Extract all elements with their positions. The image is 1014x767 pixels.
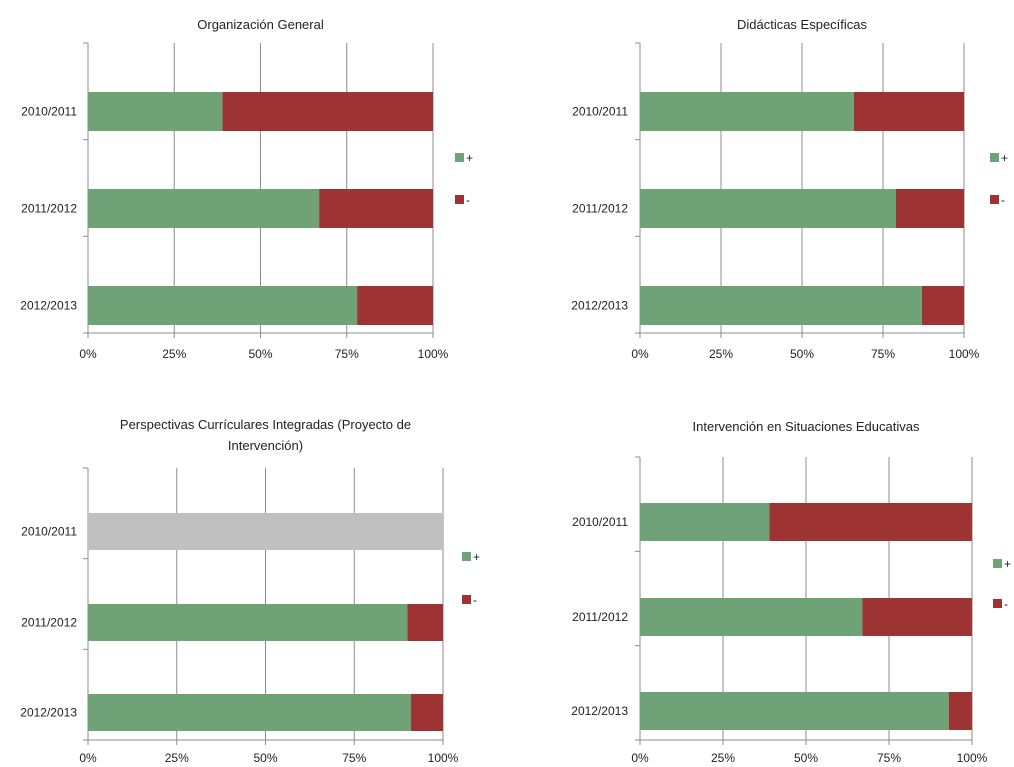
legend-negative-swatch	[990, 195, 999, 204]
x-tick-label: 0%	[79, 347, 97, 361]
chart-title: Didácticas Específicas	[737, 17, 868, 32]
bar-positive	[640, 503, 770, 541]
bar-negative	[921, 286, 964, 325]
bar-positive	[88, 604, 408, 641]
chart-title: Intervención)	[228, 438, 303, 453]
x-tick-label: 50%	[790, 347, 814, 361]
legend-positive-label: +	[473, 550, 480, 564]
legend-positive-label: +	[466, 151, 473, 165]
legend-negative-swatch	[462, 595, 471, 604]
chart-title: Organización General	[197, 17, 324, 32]
x-tick-label: 75%	[877, 751, 901, 765]
chart-panel-4: Intervención en Situaciones Educativas 0%…	[571, 419, 1011, 765]
bar-negative	[948, 692, 972, 730]
x-tick-label: 25%	[165, 751, 189, 765]
category-label: 2011/2012	[572, 202, 628, 216]
chart-panel-1: Organización General 0% 25% 50% 75% 100% 2010/…	[20, 17, 473, 361]
legend-negative-swatch	[993, 599, 1002, 608]
x-tick-label: 0%	[631, 347, 649, 361]
legend-negative-label: -	[473, 593, 477, 607]
x-tick-label: 75%	[342, 751, 366, 765]
category-label: 2010/2011	[572, 515, 628, 529]
x-tick-label: 100%	[428, 751, 459, 765]
x-tick-label: 50%	[248, 347, 272, 361]
x-tick-label: 0%	[79, 751, 97, 765]
bar-negative	[357, 286, 433, 325]
category-label: 2011/2012	[21, 616, 77, 630]
bar-negative	[411, 694, 443, 731]
category-label: 2011/2012	[21, 202, 77, 216]
legend-negative-label: -	[1004, 597, 1008, 611]
bar-positive	[88, 694, 412, 731]
bar-positive	[88, 92, 223, 131]
x-tick-label: 75%	[335, 347, 359, 361]
bar-positive	[640, 692, 949, 730]
legend-positive-swatch	[462, 552, 471, 561]
category-label: 2010/2011	[572, 105, 628, 119]
category-label: 2010/2011	[21, 525, 77, 539]
x-tick-label: 100%	[418, 347, 449, 361]
x-tick-label: 50%	[794, 751, 818, 765]
x-tick-label: 25%	[162, 347, 186, 361]
legend-negative-label: -	[466, 193, 470, 207]
x-tick-label: 100%	[957, 751, 988, 765]
legend-positive-swatch	[455, 153, 464, 162]
x-tick-label: 0%	[631, 751, 649, 765]
category-label: 2012/2013	[571, 704, 628, 718]
x-tick-label: 25%	[711, 751, 735, 765]
legend-positive-label: +	[1004, 557, 1011, 571]
bar-no-data	[88, 513, 443, 550]
x-tick-label: 75%	[871, 347, 895, 361]
chart-panel-2: Didácticas Específicas 0% 25% 50% 75% 100% 201…	[571, 17, 1008, 361]
chart-title: Intervención en Situaciones Educativas	[693, 419, 920, 434]
x-tick-label: 25%	[709, 347, 733, 361]
category-label: 2012/2013	[20, 706, 77, 720]
legend-positive-label: +	[1001, 151, 1008, 165]
chart-title: Perspectivas Currículares Integradas (Pr…	[120, 417, 411, 432]
bar-positive	[640, 598, 863, 636]
legend-positive-swatch	[990, 153, 999, 162]
category-label: 2010/2011	[21, 105, 77, 119]
x-tick-label: 100%	[949, 347, 980, 361]
bar-positive	[640, 286, 922, 325]
bar-negative	[769, 503, 972, 541]
bar-negative	[407, 604, 443, 641]
category-label: 2011/2012	[572, 610, 628, 624]
bar-negative	[222, 92, 433, 131]
bar-positive	[640, 92, 854, 131]
bar-negative	[853, 92, 964, 131]
chart-panel-3: Perspectivas Currículares Integradas (Pr…	[20, 417, 480, 765]
bar-positive	[88, 189, 320, 228]
legend-negative-label: -	[1001, 193, 1005, 207]
bar-negative	[895, 189, 964, 228]
bar-positive	[88, 286, 358, 325]
bar-negative	[862, 598, 972, 636]
bar-negative	[319, 189, 433, 228]
legend-negative-swatch	[455, 195, 464, 204]
category-label: 2012/2013	[20, 299, 77, 313]
legend-positive-swatch	[993, 559, 1002, 568]
bar-positive	[640, 189, 896, 228]
category-label: 2012/2013	[571, 299, 628, 313]
x-tick-label: 50%	[253, 751, 277, 765]
